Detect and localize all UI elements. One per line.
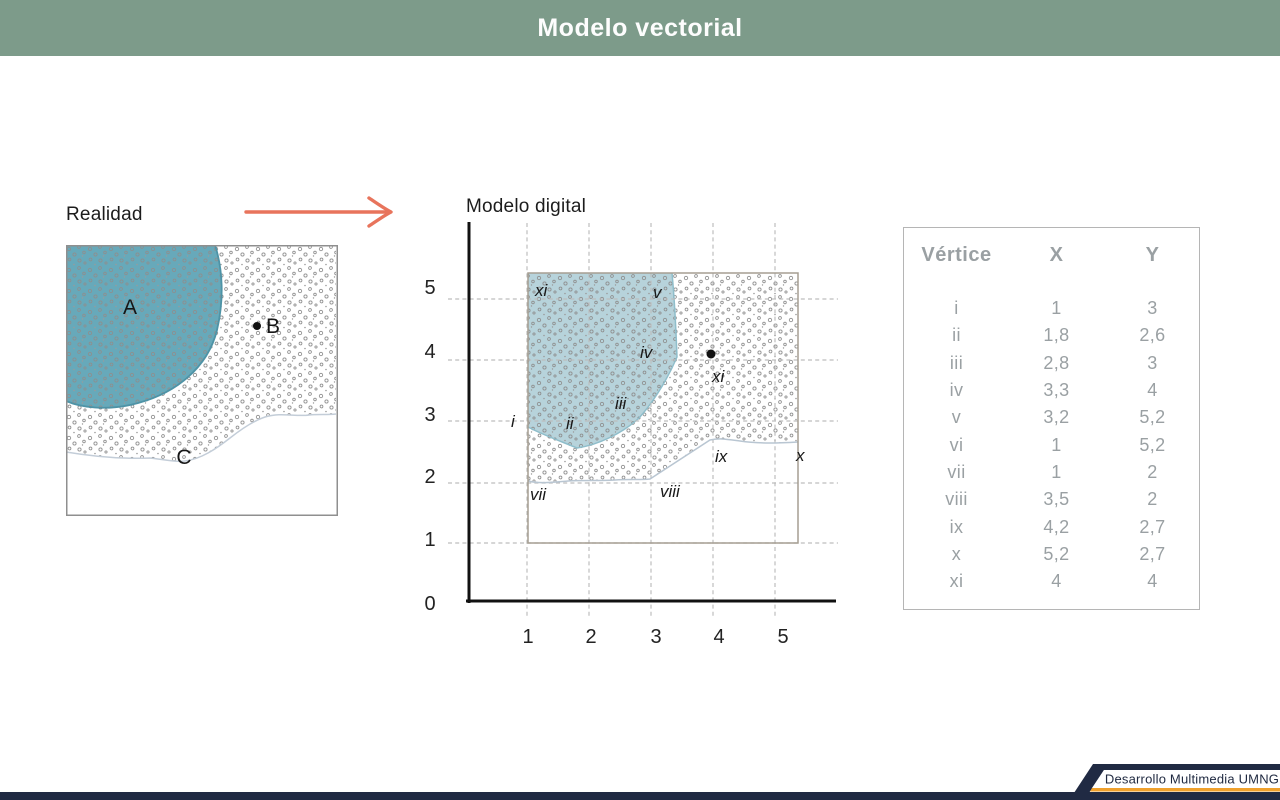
table-cell: ix [949,516,964,537]
table-cell: 2 [1147,489,1158,510]
table-cell: 1,8 [1043,325,1070,346]
vertex-table-header: Vértice X Y [904,244,1199,267]
table-row: v 3,2 5,2 [904,404,1199,431]
reality-map: A B C [66,245,338,516]
table-cell: iv [949,380,964,401]
table-cell: vi [949,434,964,455]
x-tick-5: 5 [777,626,788,648]
digital-polygon-a-outline [527,272,678,449]
region-c-dotted-texture [66,245,336,462]
y-tick-0: 0 [424,593,435,615]
table-cell: 5,2 [1043,543,1070,564]
table-cell: 3,2 [1043,407,1070,428]
table-row: xi 4 4 [904,568,1199,595]
table-row: vi 1 5,2 [904,431,1199,458]
vertex-table-body: i 1 3 ii 1,8 2,6 iii 2,8 3 iv 3,3 4 v 3,2 5,2 vi 1 5,2 vii… [904,295,1199,595]
badge-white-band [1092,770,1280,788]
table-row: ix 4,2 2,7 [904,513,1199,540]
table-cell: 4 [1147,380,1158,401]
vertex-label-x: x [795,446,805,465]
table-cell: viii [945,489,968,510]
header-bar: Modelo vectorial [0,0,1280,56]
reality-map-border [66,245,338,516]
credit-badge: Desarrollo Multimedia UMNG [1072,764,1280,796]
digital-line-c [527,438,799,484]
y-tick-5: 5 [424,277,435,299]
x-tick-1: 1 [522,626,533,648]
vertex-label-viii: viii [660,482,681,501]
table-cell: 2 [1147,461,1158,482]
table-cell: vii [947,461,966,482]
x-tick-4: 4 [713,626,724,648]
table-cell: iii [949,352,964,373]
table-row: x 5,2 2,7 [904,541,1199,568]
y-tick-2: 2 [424,466,435,488]
table-row: iv 3,3 4 [904,377,1199,404]
point-b-label: B [266,315,280,338]
vertex-label-vi: xi [534,281,549,300]
axes [466,222,836,603]
arrow-icon [244,196,393,228]
table-cell: ii [952,325,961,346]
vertex-label-xi: xi [711,367,726,386]
x-tick-3: 3 [650,626,661,648]
digital-map-border [527,272,799,544]
table-cell: xi [949,571,964,592]
vertex-label-iii: iii [615,394,628,413]
table-row: i 1 3 [904,295,1199,322]
col-header-vertice: Vértice [921,244,992,266]
table-cell: 4,2 [1043,516,1070,537]
region-a-outline [66,245,223,409]
table-cell: 2,7 [1139,543,1166,564]
vertex-label-ii: ii [566,414,575,433]
table-cell: 3 [1147,298,1158,319]
table-row: ii 1,8 2,6 [904,322,1199,349]
region-c-label: C [176,446,191,469]
point-b-marker [253,322,261,330]
vertex-table: Vértice X Y i 1 3 ii 1,8 2,6 iii 2,8 3 iv 3,3 4 v 3,2… [903,227,1200,610]
table-cell: 5,2 [1139,407,1166,428]
y-tick-3: 3 [424,404,435,426]
y-tick-4: 4 [424,341,435,363]
table-cell: 2,6 [1139,325,1166,346]
y-tick-1: 1 [424,529,435,551]
x-tick-2: 2 [585,626,596,648]
col-header-y: Y [1145,244,1160,266]
region-a-label: A [123,296,137,319]
table-cell: 3,5 [1043,489,1070,510]
table-row: vii 1 2 [904,459,1199,486]
page-title: Modelo vectorial [537,13,743,42]
col-header-x: X [1049,244,1064,266]
digital-point-b-marker [706,349,716,359]
digital-model-title: Modelo digital [466,196,587,217]
vertex-label-v: v [653,283,663,302]
table-cell: 2,8 [1043,352,1070,373]
table-cell: i [954,298,959,319]
table-cell: v [951,407,962,428]
table-row: iii 2,8 3 [904,350,1199,377]
vertex-label-vii: vii [530,485,547,504]
vertex-label-ix: ix [715,447,728,466]
badge-navy-swoosh [1072,764,1280,796]
table-cell: 5,2 [1139,434,1166,455]
table-cell: 1 [1051,434,1062,455]
region-c-boundary-line [66,413,337,462]
vertex-label-iv: iv [640,343,654,362]
table-cell: 4 [1147,571,1158,592]
badge-orange-line [1090,788,1280,792]
table-cell: 4 [1051,571,1062,592]
table-row: viii 3,5 2 [904,486,1199,513]
table-cell: x [951,543,962,564]
reality-title: Realidad [66,204,143,225]
digital-dotted-texture [528,273,798,483]
table-cell: 3,3 [1043,380,1070,401]
table-cell: 1 [1051,461,1062,482]
footer-bar [0,792,1280,800]
digital-model-chart: xi v iv iii ii i vii viii ix x xi 0 1 2 … [424,222,838,648]
table-cell: 2,7 [1139,516,1166,537]
table-cell: 1 [1051,298,1062,319]
credit-text: Desarrollo Multimedia UMNG [1105,772,1279,787]
vertex-label-i: i [511,412,516,431]
table-cell: 3 [1147,352,1158,373]
